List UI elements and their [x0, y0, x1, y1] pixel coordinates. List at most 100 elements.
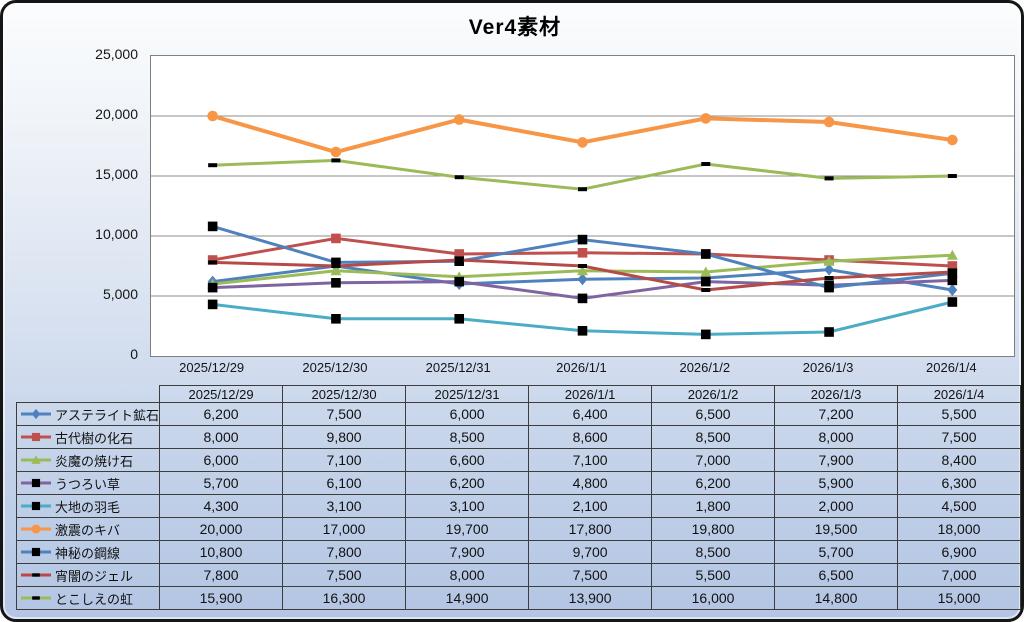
data-point-marker-triangle	[31, 455, 41, 464]
series-legend: とこしえの虹	[15, 586, 161, 610]
data-point-marker-triangle	[946, 249, 958, 260]
table-cell: 3,100	[405, 494, 530, 518]
series-legend: 炎魔の焼け石	[15, 448, 161, 472]
table-cell: 8,500	[405, 425, 530, 449]
series-name: 宵闇のジェル	[55, 568, 134, 584]
x-tick-label: 2025/12/30	[302, 360, 368, 375]
data-point-marker-dash	[824, 176, 834, 181]
data-point-marker-dash	[208, 163, 218, 168]
data-point-marker-square	[31, 432, 41, 442]
data-point-marker-square	[454, 276, 465, 287]
series-name: とこしえの虹	[55, 591, 134, 607]
data-point-marker-square	[700, 249, 711, 259]
series-legend-icon	[21, 455, 51, 464]
table-cell: 8,500	[651, 425, 776, 449]
data-point-marker-dash	[331, 264, 341, 268]
table-cell: 9,800	[282, 425, 407, 449]
table-cell: 4,800	[528, 471, 653, 495]
table-cell: 8,600	[528, 425, 653, 449]
series-legend-icon	[21, 432, 51, 442]
table-cell: 6,000	[159, 448, 284, 472]
data-point-marker-diamond	[577, 273, 588, 286]
series-name: アステライト鉱石	[55, 407, 160, 423]
plot-area	[150, 55, 1015, 357]
table-cell: 2,100	[528, 494, 653, 518]
data-point-marker-square	[331, 278, 341, 288]
data-point-marker-square	[454, 249, 465, 259]
series-legend-icon	[21, 596, 51, 600]
series-legend: うつろい草	[15, 471, 161, 495]
table-cell: 7,000	[897, 563, 1021, 587]
table-cell: 8,000	[774, 425, 899, 449]
data-point-marker-square	[824, 327, 834, 337]
data-point-marker-diamond	[31, 408, 41, 420]
data-point-marker-triangle	[577, 265, 588, 276]
data-point-marker-square	[331, 257, 341, 268]
y-tick-label: 25,000	[95, 46, 138, 62]
series-legend: 宵闇のジェル	[15, 563, 161, 587]
table-cell: 17,800	[528, 517, 653, 541]
table-cell: 7,900	[405, 540, 530, 564]
data-point-marker-dash	[578, 264, 587, 268]
table-cell: 7,800	[282, 540, 407, 564]
table-cell: 7,200	[774, 402, 899, 426]
table-cell: 19,500	[774, 517, 899, 541]
series-name: 激震のキバ	[55, 522, 121, 538]
column-header: 2025/12/31	[405, 385, 530, 403]
table-cell: 7,500	[282, 563, 407, 587]
table-cell: 5,700	[774, 540, 899, 564]
series-name: 大地の羽毛	[55, 499, 121, 515]
series-name: 炎魔の焼け石	[55, 453, 134, 469]
table-cell: 2,000	[774, 494, 899, 518]
table-cell: 7,000	[651, 448, 776, 472]
table-row: アステライト鉱石 6,200 7,500 6,000 6,400 6,500 7,200 5,…	[15, 402, 1021, 426]
table-cell: 14,900	[405, 586, 530, 610]
table-cell: 18,000	[897, 517, 1021, 541]
series-legend: 古代樹の化石	[15, 425, 161, 449]
data-point-marker-circle	[823, 116, 835, 128]
table-cell: 6,200	[651, 471, 776, 495]
table-cell: 14,800	[774, 586, 899, 610]
data-point-marker-circle	[947, 134, 958, 146]
data-point-marker-square	[577, 326, 588, 336]
table-cell: 6,200	[405, 471, 530, 495]
table-row: 激震のキバ 20,000 17,000 19,700 17,800 19,800 19,50…	[15, 517, 1021, 541]
data-point-marker-square	[207, 255, 218, 265]
table-corner-spacer	[17, 386, 160, 403]
y-tick-label: 15,000	[95, 166, 138, 182]
table-cell: 9,700	[528, 540, 653, 564]
table-cell: 6,300	[897, 471, 1021, 495]
data-point-marker-square	[331, 233, 341, 244]
data-point-marker-circle	[700, 113, 712, 124]
table-cell: 6,000	[405, 402, 530, 426]
table-cell: 6,900	[897, 540, 1021, 564]
data-point-marker-square	[700, 329, 711, 340]
data-point-marker-dash	[947, 270, 957, 274]
table-row: 古代樹の化石 8,000 9,800 8,500 8,600 8,500 8,000 7,50…	[15, 425, 1021, 449]
table-cell: 6,600	[405, 448, 530, 472]
table-cell: 16,300	[282, 586, 407, 610]
x-tick-label: 2026/1/3	[802, 360, 854, 375]
table-cell: 15,900	[159, 586, 284, 610]
table-cell: 16,000	[651, 586, 776, 610]
series-legend: アステライト鉱石	[15, 402, 161, 426]
data-point-marker-square	[207, 282, 218, 293]
table-cell: 7,500	[282, 402, 407, 426]
table-cell: 8,500	[651, 540, 776, 564]
table-cell: 15,000	[897, 586, 1021, 610]
chart-title: Ver4素材	[468, 16, 562, 39]
table-row: 大地の羽毛 4,300 3,100 3,100 2,100 1,800 2,000 4,500	[15, 494, 1021, 518]
table-cell: 6,500	[651, 402, 776, 426]
column-header: 2026/1/1	[528, 385, 653, 403]
table-cell: 20,000	[159, 517, 284, 541]
data-point-marker-dash	[701, 288, 711, 292]
table-cell: 10,800	[159, 540, 284, 564]
table-cell: 1,800	[651, 494, 776, 518]
x-tick-label: 2025/12/31	[425, 360, 491, 375]
y-tick-label: 5,000	[102, 286, 138, 302]
table-cell: 6,400	[528, 402, 653, 426]
data-point-marker-square	[700, 276, 711, 287]
x-tick-label: 2026/1/2	[679, 360, 731, 375]
y-tick-label: 0	[130, 346, 138, 362]
